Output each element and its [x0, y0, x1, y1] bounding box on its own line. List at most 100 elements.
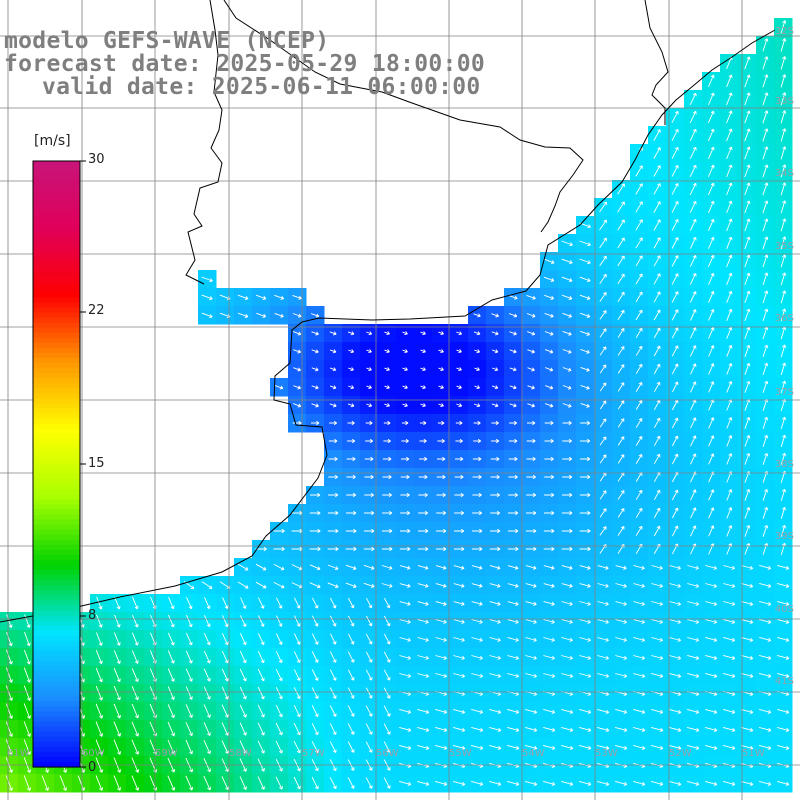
wind-arrow [452, 780, 466, 786]
wind-arrow [744, 218, 751, 232]
colorbar-swatch [33, 721, 80, 728]
wind-arrow [416, 780, 430, 786]
colorbar-unit: [m/s] [34, 133, 71, 149]
colorbar-swatch [33, 272, 80, 278]
wind-arrow [690, 453, 697, 465]
wind-arrow [744, 362, 751, 375]
wind-arrow [24, 632, 31, 647]
wind-arrow [579, 276, 591, 283]
wind-arrow [758, 672, 772, 678]
wind-arrow [96, 596, 103, 610]
colorbar-swatch [33, 176, 80, 182]
colorbar-tick-8: 8 [88, 608, 97, 623]
wind-arrow [453, 583, 465, 588]
colorbar-swatch [33, 327, 80, 334]
wind-arrow [615, 583, 627, 588]
wind-arrow [653, 201, 661, 213]
wind-arrow [381, 565, 393, 570]
wind-arrow [167, 614, 175, 628]
wind-arrow [561, 276, 573, 282]
lon-label: 57W [302, 748, 325, 759]
wind-arrow [492, 367, 499, 372]
wind-arrow [328, 456, 338, 462]
wind-arrow [257, 686, 265, 700]
colorbar-swatch [33, 211, 80, 218]
colorbar-swatch [33, 373, 80, 379]
wind-arrow [686, 780, 700, 786]
colorbar-swatch [33, 726, 80, 733]
wind-arrow [542, 780, 556, 786]
wind-arrow [311, 740, 319, 754]
wind-arrow [95, 632, 103, 646]
wind-arrow [489, 708, 502, 714]
colorbar-swatch [33, 458, 80, 465]
wind-arrow [327, 546, 339, 552]
wind-arrow [726, 272, 733, 286]
wind-arrow [311, 705, 319, 718]
wind-arrow [633, 619, 645, 624]
colorbar-swatch [33, 701, 80, 707]
colorbar-swatch [33, 378, 80, 384]
wind-arrow [614, 726, 628, 732]
wind-arrow [453, 655, 465, 660]
wind-arrow [327, 528, 339, 534]
wind-arrow [365, 723, 373, 735]
wind-arrow [203, 686, 211, 700]
wind-arrow [471, 565, 483, 570]
colorbar-swatch [33, 559, 80, 566]
wind-arrow [383, 420, 391, 426]
wind-arrow [615, 565, 627, 570]
wind-arrow [203, 615, 211, 628]
wind-arrow [203, 775, 212, 791]
wind-arrow [686, 726, 700, 732]
colorbar-swatch [33, 565, 80, 571]
wind-arrow [435, 619, 447, 624]
wind-arrow [726, 110, 733, 124]
wind-arrow [741, 565, 754, 570]
wind-arrow [762, 236, 769, 250]
wind-arrow [381, 583, 393, 588]
wind-arrow [689, 236, 697, 249]
wind-arrow [113, 775, 122, 791]
wind-arrow [417, 673, 430, 678]
wind-arrow [347, 403, 355, 408]
wind-arrow [561, 546, 573, 552]
wind-arrow [59, 775, 67, 791]
colorbar-swatch [33, 524, 80, 531]
colorbar-swatch [33, 539, 80, 546]
wind-arrow [708, 272, 715, 285]
colorbar-swatch [33, 484, 80, 490]
wind-arrow [579, 637, 591, 642]
wind-arrow [653, 489, 661, 501]
wind-arrow [471, 637, 483, 642]
wind-arrow [762, 488, 769, 501]
wind-arrow [633, 708, 646, 714]
wind-arrow [653, 399, 661, 411]
wind-arrow [416, 744, 430, 750]
wind-arrow [708, 381, 715, 393]
wind-arrow [707, 218, 715, 231]
wind-arrow [599, 526, 607, 536]
wind-arrow [417, 726, 430, 732]
wind-arrow [543, 673, 556, 678]
wind-arrow [167, 686, 175, 700]
wind-arrow [617, 201, 625, 213]
colorbar-swatch [33, 201, 80, 208]
wind-arrow [704, 744, 718, 750]
wind-arrow [617, 454, 625, 464]
wind-arrow [453, 619, 465, 624]
wind-arrow [651, 655, 664, 660]
wind-arrow [185, 704, 193, 718]
wind-arrow [726, 326, 733, 339]
wind-arrow [275, 686, 283, 700]
wind-arrow [671, 363, 679, 375]
wind-arrow [580, 348, 590, 354]
lat-label: 33S [774, 96, 794, 107]
wind-arrow [597, 673, 610, 678]
wind-arrow [203, 722, 211, 736]
wind-arrow [507, 619, 519, 624]
wind-arrow [668, 726, 682, 732]
wind-arrow [365, 669, 373, 681]
wind-arrow [507, 583, 519, 588]
wind-arrow [707, 110, 715, 124]
